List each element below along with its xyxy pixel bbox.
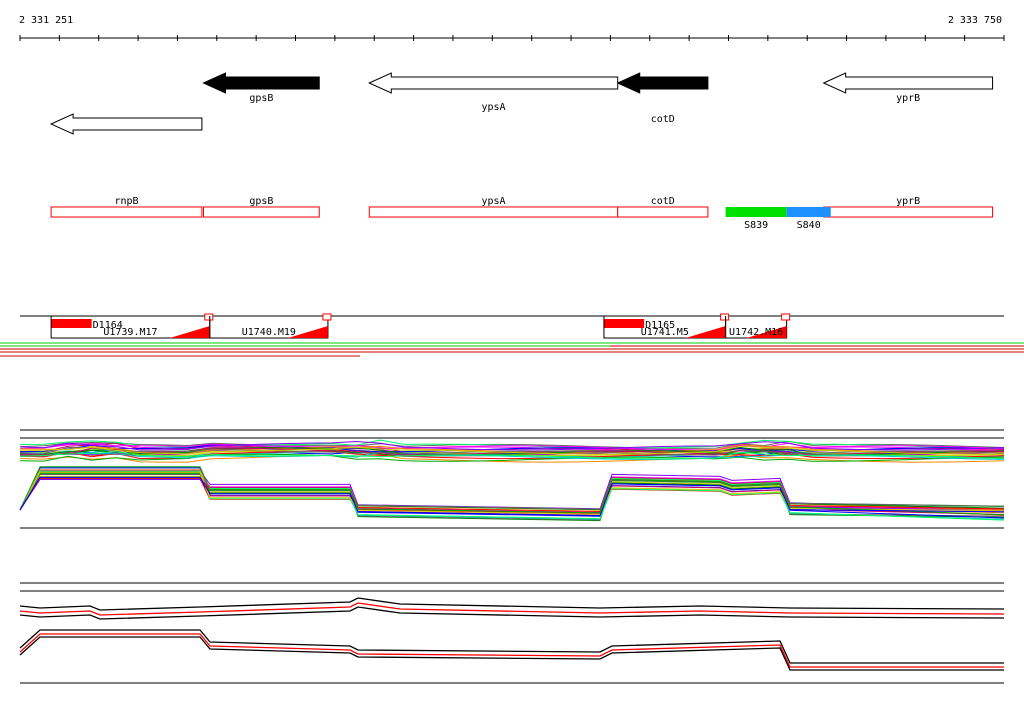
profile-trace-black [19,636,1004,671]
segment-block [725,207,787,217]
profile-trace-red [19,633,1004,668]
profile-trace [19,453,1005,463]
region-box [202,206,320,218]
axis-ticks [19,35,1005,41]
profile-trace [19,447,1005,457]
profile-lines-1 [19,439,1005,522]
profile-trace [19,470,1005,521]
region-label: gpsB [249,196,273,207]
feature-label: D1164 [93,320,123,331]
expression-profile-panel-1 [19,429,1005,529]
profile-trace [20,445,1005,455]
tu-end-marker [322,313,332,321]
gene-arrow [202,72,320,94]
expression-profile-panel-2 [19,582,1005,684]
coverage-lines [0,342,1024,357]
profile-trace [19,451,1005,460]
gene-label: gpsB [249,93,273,104]
tu-triangle [169,326,210,338]
feature-block [603,319,645,328]
profile-trace [19,442,1005,451]
gene-arrow [49,113,203,135]
feature-marks: D1164 D1165 [51,319,675,331]
profile-trace [19,477,1005,513]
region-label: rnpB [114,196,138,207]
tu-triangle [287,326,328,338]
region-box [617,206,709,218]
gene-label: cotD [651,114,675,125]
tu-end-marker [781,313,791,321]
tu-end-marker [204,313,214,321]
profile-trace-black [19,629,1004,664]
gene-label: yprB [896,93,920,104]
tu-label: U1739.M17 [103,327,157,338]
region-box [368,206,619,218]
gene-arrow [822,72,994,94]
gene-label: ypsA [481,102,505,113]
axis-end-label: 2 333 750 [948,15,1002,26]
tu-label: U1741.M5 [641,327,689,338]
feature-label: D1165 [645,320,675,331]
transcription-unit-track: D1164 D1165 U1739.M17 U1740.M19 U1741.M5 U17… [20,313,1004,339]
profile-trace-black [19,597,1005,611]
segment-block [786,207,831,217]
profile-trace [19,440,1005,451]
profile-trace [19,446,1005,456]
tu-triangle [746,326,787,338]
profile-trace [19,453,1005,462]
tu-label: U1740.M19 [242,327,296,338]
region-label: ypsA [481,196,505,207]
segment-track: S839 S840 [725,207,831,231]
region-label: cotD [651,196,675,207]
transcription-units: U1739.M17 U1740.M19 U1741.M5 U1742.M16 [50,313,791,339]
coordinate-axis: 2 331 251 2 333 750 [19,15,1005,41]
profile-trace [19,476,1005,517]
profile-lines-2 [19,597,1005,671]
profile-trace [19,451,1005,461]
region-box [823,206,994,218]
segment-label: S840 [797,220,821,231]
profile-trace-red [19,602,1005,616]
tu-label: U1742.M16 [729,327,783,338]
tu-end-marker [720,313,730,321]
region-track: rnpB gpsB ypsA cotD yprB [50,196,994,218]
gene-arrow [616,72,709,94]
region-label: yprB [896,196,920,207]
profile-trace [19,466,1005,516]
region-box [50,206,203,218]
segment-label: S839 [744,220,768,231]
gene-arrow [368,72,619,94]
profile-trace-black [19,606,1005,620]
axis-start-label: 2 331 251 [19,15,73,26]
feature-block [51,319,92,328]
tu-triangle [685,326,726,338]
gene-track: gpsB ypsA cotD yprB [49,72,994,135]
